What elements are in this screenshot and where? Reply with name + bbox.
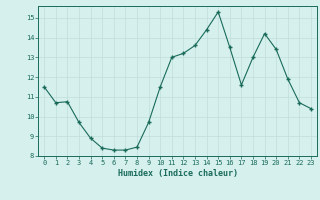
X-axis label: Humidex (Indice chaleur): Humidex (Indice chaleur) — [118, 169, 238, 178]
